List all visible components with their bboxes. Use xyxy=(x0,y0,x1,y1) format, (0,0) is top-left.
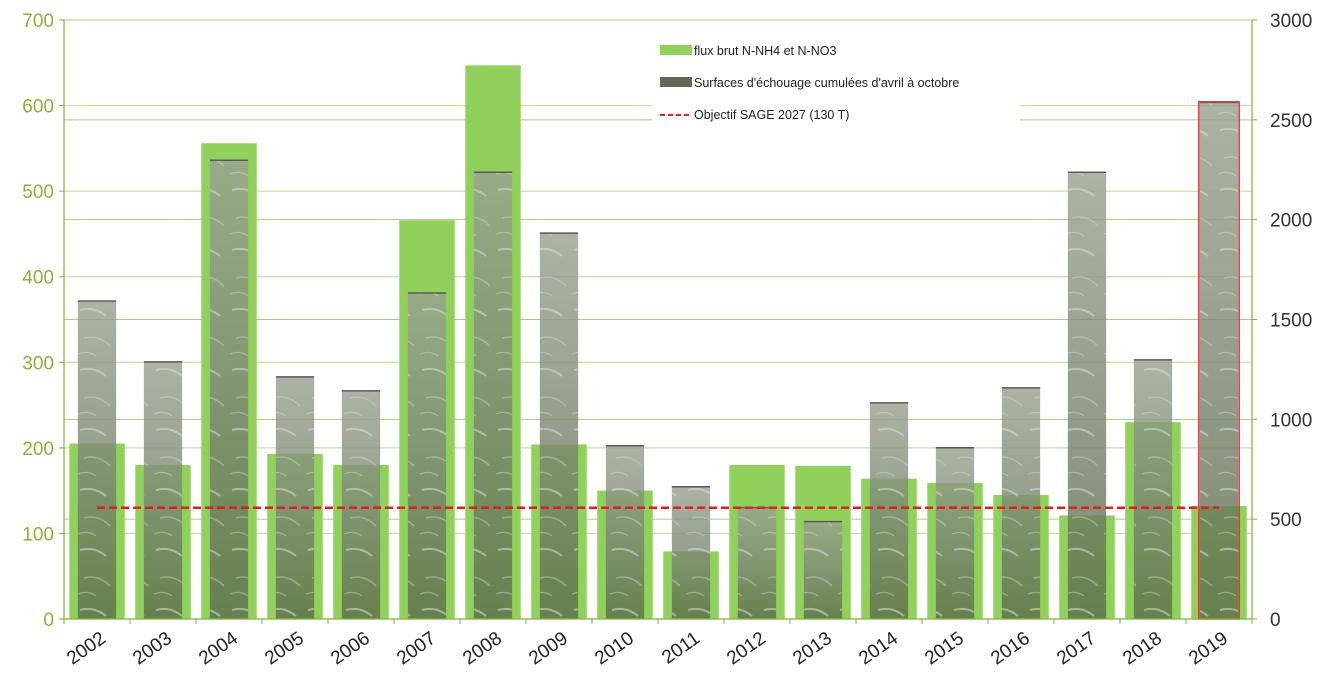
left-tick-label: 300 xyxy=(22,353,54,374)
surface-bars xyxy=(77,101,1240,620)
bar-surfaces-texture xyxy=(539,232,579,619)
bar-surfaces-texture xyxy=(77,300,117,619)
x-tick-label: 2018 xyxy=(1119,628,1166,669)
x-tick-label: 2008 xyxy=(459,628,506,669)
x-tick-label: 2009 xyxy=(525,628,572,669)
legend-label-flux: flux brut N-NH4 et N-NO3 xyxy=(694,44,836,58)
bar-surfaces-texture xyxy=(1001,387,1041,619)
left-tick-label: 700 xyxy=(22,11,54,32)
right-tick-label: 500 xyxy=(1270,510,1302,531)
bar-surfaces-texture xyxy=(341,390,381,619)
x-tick-label: 2011 xyxy=(658,628,704,669)
right-tick-label: 0 xyxy=(1270,610,1281,631)
x-tick-label: 2005 xyxy=(261,628,308,669)
bar-surfaces-texture xyxy=(935,447,975,619)
x-tick-label: 2016 xyxy=(987,628,1034,669)
bar-surfaces-texture xyxy=(275,376,315,619)
left-tick-label: 600 xyxy=(22,97,54,118)
right-tick-label: 3000 xyxy=(1270,11,1312,32)
right-tick-label: 2500 xyxy=(1270,111,1312,132)
bar-surfaces-texture xyxy=(1133,359,1173,619)
bar-surfaces-texture xyxy=(1199,101,1239,619)
legend-swatch-flux xyxy=(660,45,692,55)
legend-background xyxy=(652,30,1020,126)
x-axis-ticks: 2002 2003 2004 2005 2006 2007 2008 2009 2010 2011… xyxy=(63,628,1232,670)
left-tick-label: 200 xyxy=(22,439,54,460)
right-tick-label: 2000 xyxy=(1270,211,1312,232)
x-tick-label: 2017 xyxy=(1053,628,1100,669)
legend: flux brut N-NH4 et N-NO3 Surfaces d'écho… xyxy=(652,30,1020,126)
x-tick-label: 2007 xyxy=(393,628,440,669)
x-tick-label: 2012 xyxy=(723,628,770,669)
bar-surfaces-texture xyxy=(869,402,909,619)
x-tick-label: 2004 xyxy=(195,628,242,670)
right-tick-label: 1000 xyxy=(1270,410,1312,431)
legend-swatch-surfaces xyxy=(660,77,692,87)
x-tick-label: 2010 xyxy=(591,628,638,669)
x-tick-label: 2014 xyxy=(855,628,902,670)
x-tick-label: 2002 xyxy=(63,628,110,669)
x-tick-label: 2015 xyxy=(921,628,968,669)
left-tick-label: 400 xyxy=(22,268,54,289)
bar-surfaces-texture xyxy=(803,521,843,619)
axes xyxy=(59,19,1257,624)
x-tick-label: 2006 xyxy=(327,628,374,669)
bar-surfaces-texture xyxy=(671,486,711,619)
right-tick-label: 1500 xyxy=(1270,311,1312,332)
left-tick-label: 100 xyxy=(22,524,54,545)
bar-surfaces-texture xyxy=(737,507,777,619)
left-tick-label: 0 xyxy=(43,610,54,631)
bar-surfaces-texture xyxy=(209,159,249,619)
bar-surfaces-texture xyxy=(143,361,183,619)
bar-surfaces-texture xyxy=(1067,171,1107,619)
bar-surfaces-texture xyxy=(473,171,513,619)
x-tick-label: 2013 xyxy=(789,628,836,669)
legend-label-surfaces: Surfaces d'échouage cumulées d'avril à o… xyxy=(694,76,959,90)
x-tick-label: 2019 xyxy=(1185,628,1232,669)
left-tick-label: 500 xyxy=(22,182,54,203)
x-tick-label: 2003 xyxy=(129,628,176,669)
legend-label-target: Objectif SAGE 2027 (130 T) xyxy=(694,108,849,122)
left-axis-ticks: 0 100 200 300 400 500 600 700 xyxy=(22,11,54,631)
bar-surfaces-texture xyxy=(605,445,645,619)
bar-surfaces-texture xyxy=(407,292,447,619)
right-axis-ticks: 0 500 1000 1500 2000 2500 3000 xyxy=(1270,11,1312,631)
